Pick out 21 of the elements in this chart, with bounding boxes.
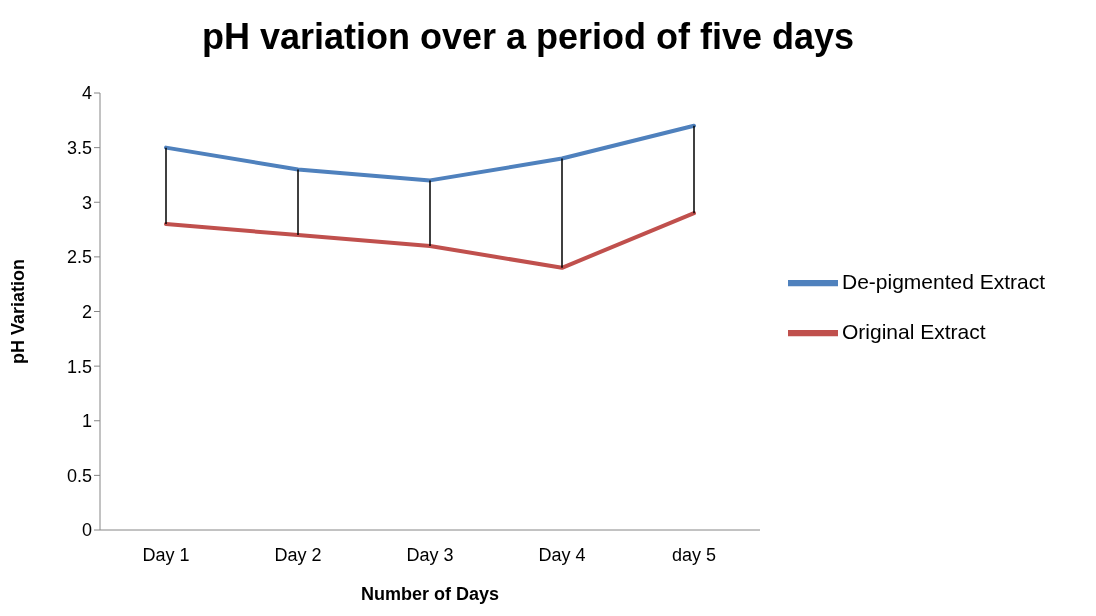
y-tick-label: 3.5 — [66, 138, 92, 159]
x-tick-label: Day 2 — [274, 544, 322, 565]
y-tick-label: 4 — [81, 83, 92, 104]
legend-label: Original Extract — [842, 319, 986, 343]
y-axis-title: pH Variation — [8, 258, 29, 365]
line-series — [164, 211, 696, 270]
x-axis-title: Number of Days — [360, 584, 500, 604]
y-tick-label: 0.5 — [66, 465, 92, 486]
chart-title: pH variation over a period of five days — [200, 16, 856, 58]
y-tick-label: 2.5 — [66, 247, 92, 268]
y-tick-label: 3 — [81, 192, 92, 213]
line-series — [164, 123, 696, 183]
x-tick-label: Day 4 — [538, 544, 586, 565]
x-tick-label: day 5 — [671, 544, 717, 565]
y-tick-label: 1.5 — [66, 356, 92, 377]
x-tick-label: Day 3 — [406, 544, 454, 565]
x-tick-label: Day 1 — [142, 544, 190, 565]
y-tick-label: 0 — [81, 520, 92, 541]
y-tick-label: 1 — [81, 411, 92, 432]
y-tick-label: 2 — [81, 301, 92, 322]
legend-label: De-pigmented Extract — [842, 269, 1046, 293]
